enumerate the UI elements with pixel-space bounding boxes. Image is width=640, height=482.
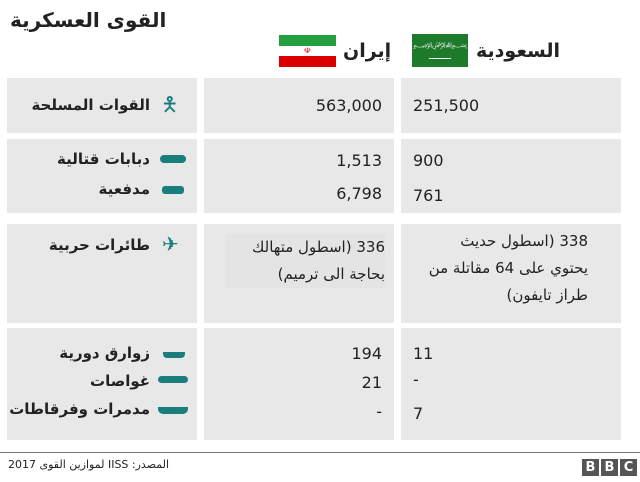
iran-submarines: 21 <box>361 373 382 392</box>
saudi-flag: ﷽ <box>412 34 468 67</box>
iran-cell <box>204 139 394 213</box>
artillery-icon <box>162 180 184 194</box>
saudi-cell <box>401 328 621 440</box>
patrol-boat-icon <box>163 348 185 358</box>
saudi-cell <box>401 224 621 323</box>
destroyers-label: مدمرات وفرقاطات <box>9 400 150 418</box>
saudi-patrol-boats: 11 <box>413 344 434 363</box>
iran-destroyers: - <box>376 402 382 421</box>
saudi-artillery: 761 <box>413 186 444 205</box>
label-cell <box>7 78 197 133</box>
saudi-aircraft: 338 (اسطول حديث يحتوي على 64 مقاتلة من ط… <box>428 232 588 304</box>
iran-armed-forces: 563,000 <box>315 96 382 115</box>
saudi-header: السعودية <box>476 40 561 62</box>
iran-cell <box>204 78 394 133</box>
iran-cell <box>204 328 394 440</box>
label-cell <box>7 224 197 323</box>
saudi-destroyers: 7 <box>413 404 424 423</box>
saudi-submarines: - <box>413 370 419 389</box>
saudi-cell <box>401 139 621 213</box>
source-note: المصدر: IISS لموازين القوى 2017 <box>8 458 170 471</box>
submarine-icon <box>158 376 188 384</box>
tank-icon <box>160 152 186 163</box>
soldier-icon: 🯅 <box>161 92 179 116</box>
saudi-armed-forces: 251,500 <box>413 96 480 115</box>
iran-aircraft: 336 (اسطول متهالك بحاجة الى ترميم) <box>225 234 385 288</box>
armed-forces-label: القوات المسلحة <box>31 96 150 114</box>
artillery-label: مدفعية <box>98 180 150 198</box>
fighter-jet-icon: ✈ <box>162 232 179 256</box>
page-title: القوى العسكرية <box>10 8 167 32</box>
iran-tanks: 1,513 <box>336 151 382 170</box>
saudi-cell <box>401 78 621 133</box>
iran-artillery: 6,798 <box>336 184 382 203</box>
warship-icon <box>158 404 188 414</box>
saudi-tanks: 900 <box>413 151 444 170</box>
patrol-boats-label: زوارق دورية <box>59 344 150 362</box>
iran-patrol-boats: 194 <box>351 344 382 363</box>
label-cell <box>7 328 197 440</box>
tanks-label: دبابات قتالية <box>57 150 150 168</box>
iran-flag: ☫ <box>279 35 336 67</box>
footer-divider <box>0 452 640 453</box>
aircraft-label: طائرات حربية <box>48 236 150 254</box>
iran-header: إيران <box>343 40 392 62</box>
label-cell <box>7 139 197 213</box>
submarines-label: غواصات <box>90 372 150 390</box>
